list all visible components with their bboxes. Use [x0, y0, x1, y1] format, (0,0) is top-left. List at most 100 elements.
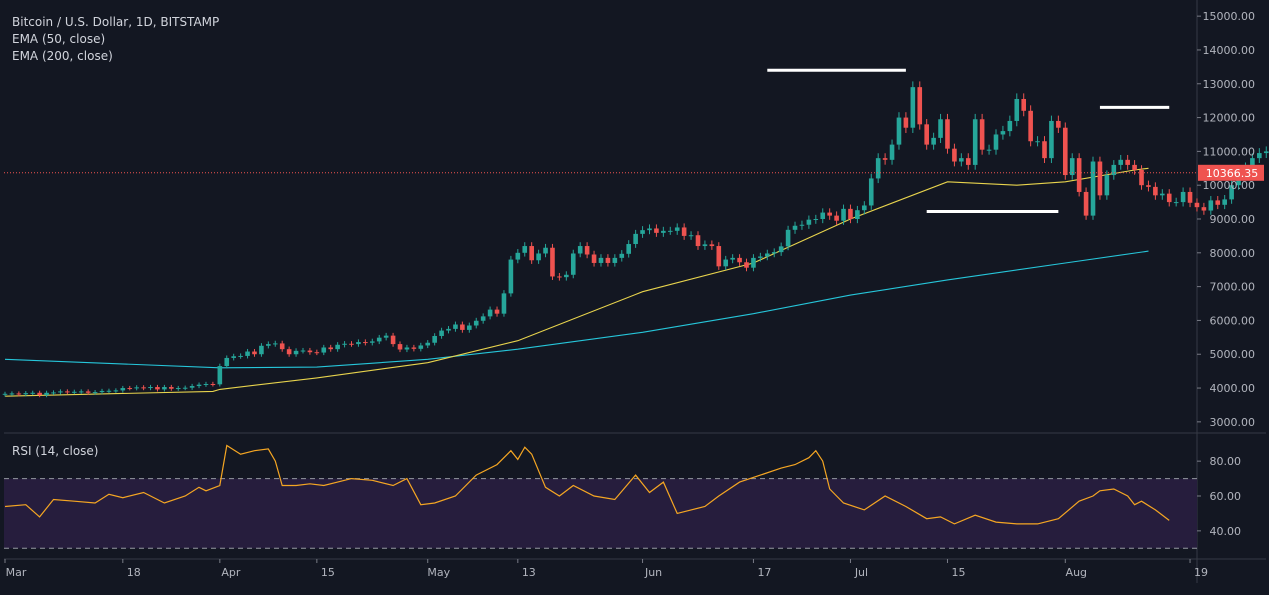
- candle-body: [1042, 141, 1047, 159]
- candle-body: [771, 252, 777, 254]
- candle-body: [1263, 151, 1269, 154]
- candle-body: [938, 119, 943, 138]
- candle-body: [515, 252, 521, 260]
- candle-body: [993, 134, 999, 150]
- candle-body: [1257, 153, 1262, 159]
- candle-body: [1104, 175, 1110, 196]
- candle-body: [1180, 191, 1186, 203]
- candle-body: [196, 384, 202, 387]
- candle-body: [1062, 127, 1068, 176]
- candle-body: [51, 392, 56, 394]
- candle-body: [723, 259, 729, 267]
- candle-body: [744, 262, 749, 268]
- candle-body: [460, 324, 465, 330]
- candle-body: [487, 309, 493, 317]
- candle-body: [730, 257, 735, 260]
- candle-body: [577, 246, 583, 254]
- candle-body: [307, 350, 313, 353]
- candle-body: [1201, 207, 1207, 211]
- rsi-tick-label: 40.00: [1210, 525, 1242, 538]
- candle-body: [189, 386, 195, 388]
- candle-body: [570, 253, 576, 275]
- time-tick-label: Mar: [6, 566, 27, 579]
- candle-body: [411, 347, 417, 349]
- candle-body: [1014, 98, 1020, 121]
- candle-body: [1111, 164, 1117, 176]
- candle-body: [1160, 193, 1165, 196]
- candle-body: [259, 345, 264, 355]
- candle-body: [349, 343, 354, 345]
- rsi-line: [4, 444, 1170, 525]
- candle-body: [473, 320, 479, 326]
- candle-body: [314, 352, 320, 354]
- candle-body: [557, 276, 562, 278]
- candle-body: [224, 357, 230, 367]
- ema200-legend: EMA (200, close): [12, 49, 113, 63]
- candle-body: [1069, 158, 1075, 176]
- candle-body: [342, 343, 347, 345]
- candle-body: [681, 227, 687, 236]
- rsi-tick-label: 80.00: [1210, 455, 1242, 468]
- candle-body: [536, 253, 541, 261]
- time-tick-label: May: [427, 566, 450, 579]
- candle-body: [619, 253, 625, 258]
- candle-body: [688, 235, 694, 237]
- candle-body: [882, 158, 888, 160]
- candle-body: [1000, 131, 1006, 135]
- candle-body: [522, 246, 528, 253]
- candle-body: [647, 228, 652, 231]
- candle-body: [175, 388, 181, 390]
- candle-body: [169, 387, 174, 389]
- candle-body: [141, 387, 146, 389]
- candle-body: [356, 342, 361, 345]
- candle-body: [550, 247, 555, 277]
- candle-body: [667, 230, 673, 232]
- candle-body: [654, 228, 659, 233]
- candle-body: [1021, 98, 1027, 111]
- price-tick-label: 6000.00: [1210, 314, 1256, 327]
- candle-body: [661, 230, 666, 233]
- ema200-line: [4, 250, 1149, 369]
- time-tick-label: 18: [127, 566, 141, 579]
- price-tick-label: 13000.00: [1203, 78, 1256, 91]
- candle-body: [30, 392, 36, 394]
- time-tick-label: Jun: [644, 566, 662, 579]
- candle-body: [1049, 120, 1054, 159]
- candle-body: [806, 219, 812, 225]
- candle-body: [792, 225, 798, 230]
- candle-body: [390, 335, 396, 345]
- candle-body: [127, 388, 133, 390]
- candle-body: [785, 229, 791, 247]
- candle-body: [1139, 169, 1144, 186]
- candle-body: [231, 356, 236, 358]
- candle-body: [245, 351, 250, 356]
- candle-body: [529, 246, 534, 261]
- candle-body: [120, 388, 126, 391]
- candle-body: [591, 254, 597, 263]
- last-price-label: 10366.35: [1206, 167, 1259, 180]
- candle-body: [979, 119, 985, 150]
- candle-body: [1028, 110, 1033, 142]
- candle-body: [203, 383, 209, 385]
- time-tick-label: Apr: [221, 566, 241, 579]
- candle-body: [702, 244, 708, 247]
- time-tick-label: 13: [522, 566, 536, 579]
- candle-body: [1153, 186, 1158, 196]
- price-tick-label: 12000.00: [1203, 112, 1256, 125]
- candle-body: [834, 215, 839, 221]
- candle-body: [217, 366, 223, 385]
- candle-body: [799, 224, 805, 226]
- candle-body: [376, 337, 382, 342]
- candle-body: [286, 349, 292, 355]
- candle-body: [480, 316, 486, 321]
- candle-body: [896, 117, 902, 145]
- candle-body: [903, 117, 909, 128]
- candle-body: [1056, 120, 1061, 128]
- candle-body: [889, 144, 895, 160]
- candle-body: [543, 247, 548, 254]
- candle-body: [1097, 161, 1103, 196]
- candle-body: [99, 390, 105, 393]
- candle-body: [425, 342, 431, 346]
- candle-body: [335, 344, 340, 350]
- candle-body: [148, 387, 153, 389]
